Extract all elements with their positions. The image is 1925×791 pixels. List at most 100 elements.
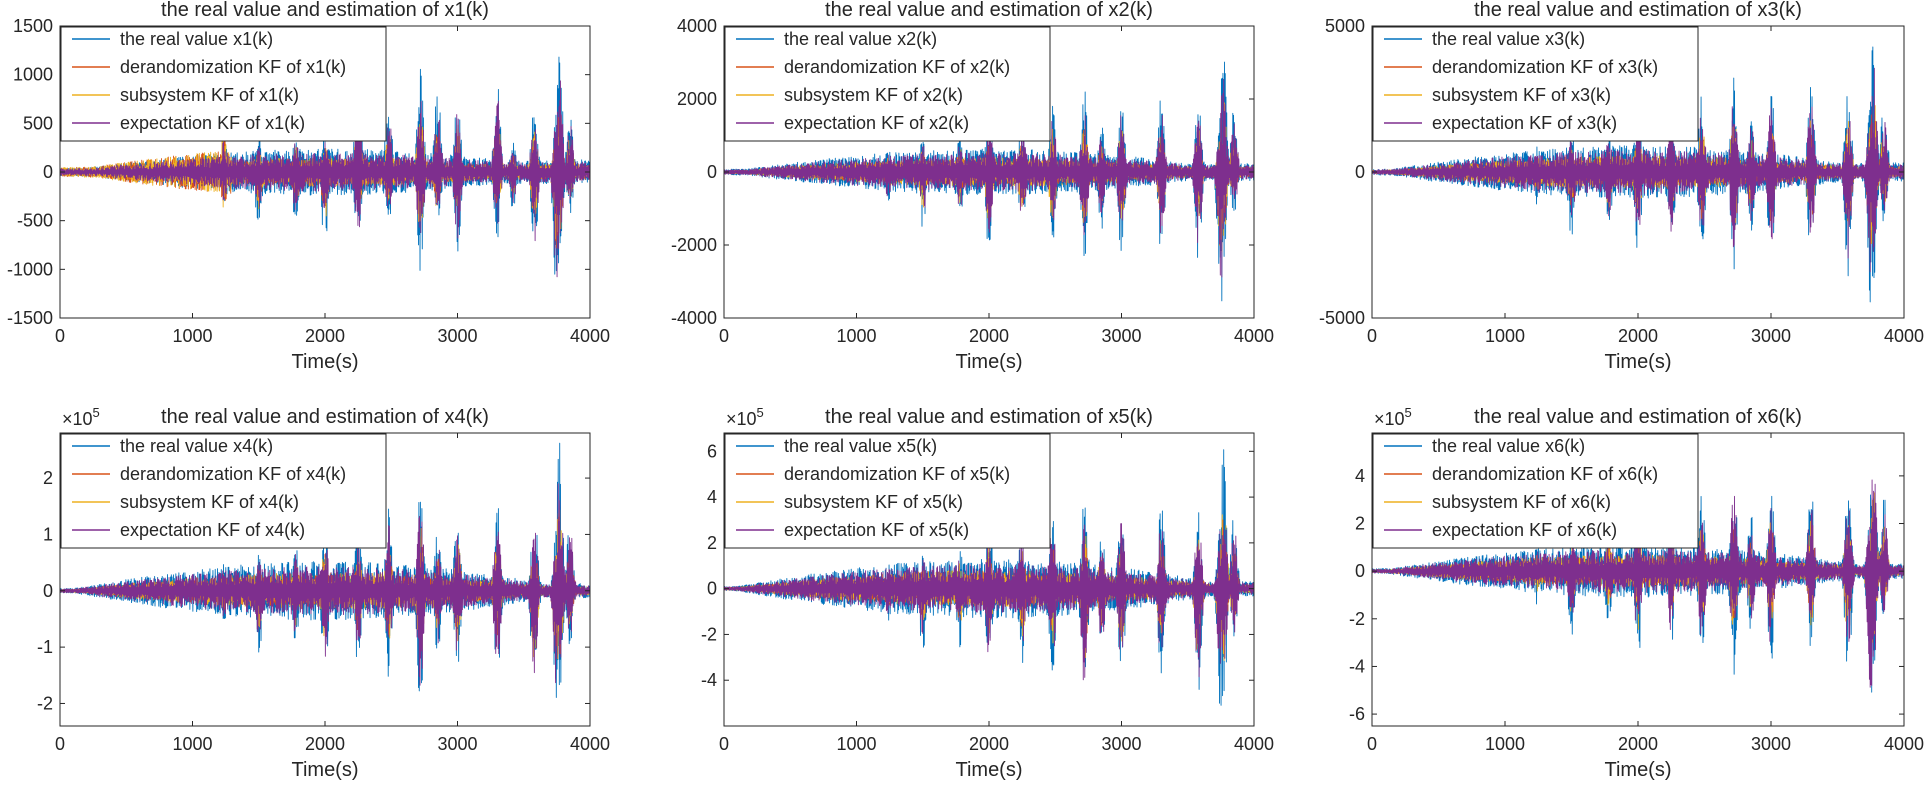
y-tick-label: 4	[707, 487, 717, 507]
plot-data	[724, 449, 1254, 706]
chart-panel: the real value and estimation of x3(k) 0 1…	[1319, 0, 1924, 373]
x-axis-label: Time(s)	[955, 351, 1022, 373]
legend-label: subsystem KF of x3(k)	[1432, 85, 1611, 105]
x-tick-label: 2000	[1618, 734, 1658, 754]
y-tick-label: -4	[1349, 656, 1365, 676]
legend-box	[724, 433, 1051, 549]
plot-data	[60, 442, 590, 698]
legend: the real value x5(k) derandomization KF o…	[724, 433, 1051, 549]
legend-label: expectation KF of x3(k)	[1432, 113, 1617, 133]
chart-title: the real value and estimation of x5(k)	[825, 406, 1153, 428]
x-axis-label: Time(s)	[291, 759, 358, 781]
x-tick-label: 1000	[1485, 326, 1525, 346]
legend: the real value x4(k) derandomization KF o…	[60, 433, 387, 549]
series-line	[724, 523, 1254, 681]
legend-label: expectation KF of x4(k)	[120, 520, 305, 540]
chart-title: the real value and estimation of x2(k)	[825, 0, 1153, 21]
x-tick-label: 4000	[1234, 734, 1274, 754]
legend-label: the real value x6(k)	[1432, 436, 1585, 456]
legend-label: the real value x1(k)	[120, 29, 273, 49]
legend: the real value x1(k) derandomization KF o…	[60, 26, 387, 142]
x-axis-label: Time(s)	[955, 759, 1022, 781]
legend-label: the real value x3(k)	[1432, 29, 1585, 49]
y-tick-label: 1	[43, 524, 53, 544]
x-tick-label: 1000	[172, 734, 212, 754]
legend-label: the real value x4(k)	[120, 436, 273, 456]
legend-label: expectation KF of x1(k)	[120, 113, 305, 133]
x-tick-label: 4000	[1884, 734, 1924, 754]
x-tick-label: 4000	[1884, 326, 1924, 346]
x-axis-label: Time(s)	[291, 351, 358, 373]
y-tick-label: -2000	[671, 235, 717, 255]
legend: the real value x6(k) derandomization KF o…	[1372, 433, 1699, 549]
y-tick-label: 0	[707, 162, 717, 182]
legend-label: derandomization KF of x4(k)	[120, 464, 346, 484]
x-axis-label: Time(s)	[1604, 351, 1671, 373]
x-tick-label: 2000	[1618, 326, 1658, 346]
chart-panel: the real value and estimation of x2(k) 0 1…	[671, 0, 1274, 373]
x-tick-label: 2000	[969, 734, 1009, 754]
x-tick-label: 3000	[437, 326, 477, 346]
legend-label: derandomization KF of x6(k)	[1432, 464, 1658, 484]
x-tick-label: 3000	[1751, 326, 1791, 346]
series-line	[60, 483, 590, 686]
x-tick-label: 1000	[836, 734, 876, 754]
y-tick-label: 5000	[1325, 16, 1365, 36]
x-tick-label: 0	[55, 734, 65, 754]
y-exponent-label: ×105	[1374, 405, 1412, 429]
y-tick-label: -2	[1349, 609, 1365, 629]
y-exponent-label: ×105	[726, 405, 764, 429]
legend-label: subsystem KF of x2(k)	[784, 85, 963, 105]
legend-label: derandomization KF of x2(k)	[784, 57, 1010, 77]
legend-box	[60, 26, 387, 142]
y-tick-label: -1500	[7, 308, 53, 328]
y-tick-label: 0	[1355, 162, 1365, 182]
chart-title: the real value and estimation of x3(k)	[1474, 0, 1802, 21]
y-tick-label: -6	[1349, 704, 1365, 724]
legend-label: the real value x5(k)	[784, 436, 937, 456]
y-tick-label: 0	[1355, 561, 1365, 581]
x-tick-label: 4000	[1234, 326, 1274, 346]
chart-title: the real value and estimation of x6(k)	[1474, 406, 1802, 428]
y-tick-label: 4	[1355, 466, 1365, 486]
legend: the real value x2(k) derandomization KF o…	[724, 26, 1051, 142]
y-tick-label: -2	[701, 624, 717, 644]
x-tick-label: 0	[1367, 326, 1377, 346]
chart-panel: the real value and estimation of x6(k) 0 1…	[1349, 405, 1924, 781]
legend-box	[60, 433, 387, 549]
x-tick-label: 0	[55, 326, 65, 346]
x-tick-label: 3000	[1101, 326, 1141, 346]
x-tick-label: 2000	[305, 326, 345, 346]
chart-panel: the real value and estimation of x4(k) 0 1…	[37, 405, 610, 781]
y-tick-label: 0	[707, 579, 717, 599]
x-tick-label: 0	[719, 326, 729, 346]
series-line	[60, 80, 590, 278]
y-tick-label: 2	[1355, 514, 1365, 534]
y-tick-label: -5000	[1319, 308, 1365, 328]
legend-label: expectation KF of x6(k)	[1432, 520, 1617, 540]
legend-box	[724, 26, 1051, 142]
y-tick-label: -2	[37, 693, 53, 713]
legend-box	[1372, 26, 1699, 142]
x-tick-label: 1000	[836, 326, 876, 346]
y-tick-label: -1000	[7, 259, 53, 279]
legend-label: expectation KF of x5(k)	[784, 520, 969, 540]
legend: the real value x3(k) derandomization KF o…	[1372, 26, 1699, 142]
y-tick-label: 6	[707, 441, 717, 461]
x-tick-label: 4000	[570, 326, 610, 346]
y-tick-label: 2	[43, 468, 53, 488]
legend-label: the real value x2(k)	[784, 29, 937, 49]
y-tick-label: 500	[23, 113, 53, 133]
y-exponent-label: ×105	[62, 405, 100, 429]
x-axis-label: Time(s)	[1604, 759, 1671, 781]
x-tick-label: 4000	[570, 734, 610, 754]
x-tick-label: 1000	[1485, 734, 1525, 754]
x-tick-label: 2000	[305, 734, 345, 754]
y-tick-label: 1500	[13, 16, 53, 36]
y-tick-label: 4000	[677, 16, 717, 36]
legend-label: subsystem KF of x4(k)	[120, 492, 299, 512]
legend-label: subsystem KF of x6(k)	[1432, 492, 1611, 512]
legend-label: subsystem KF of x5(k)	[784, 492, 963, 512]
y-tick-label: 1000	[13, 65, 53, 85]
